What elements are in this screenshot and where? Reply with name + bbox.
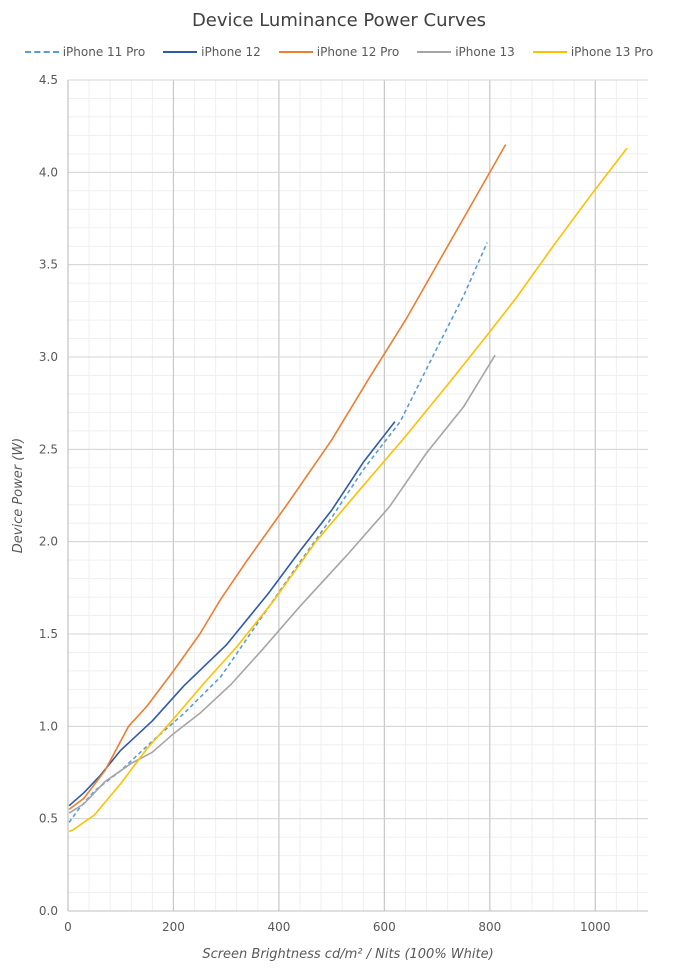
x-tick-label: 200: [162, 920, 185, 934]
x-tick-label: 0: [64, 920, 72, 934]
legend-item-iphone-12-pro: iPhone 12 Pro: [278, 45, 400, 59]
x-tick-label: 400: [267, 920, 290, 934]
x-axis-title: Screen Brightness cd/m² / Nits (100% Whi…: [202, 947, 493, 962]
legend-swatch: [24, 51, 59, 53]
legend-swatch: [417, 51, 452, 53]
legend-item-iphone-12: iPhone 12: [163, 45, 261, 59]
y-tick-label: 1.5: [39, 627, 58, 641]
series-line-iphone-12-pro: [68, 144, 507, 811]
y-tick-label: 0.0: [39, 904, 58, 918]
y-tick-label: 2.0: [39, 535, 58, 549]
chart-title: Device Luminance Power Curves: [191, 10, 487, 31]
legend-label: iPhone 12: [201, 45, 261, 59]
legend-swatch: [278, 51, 313, 53]
y-tick-label: 4.5: [39, 73, 58, 87]
series-line-iphone-13: [68, 354, 496, 814]
series-line-iphone-11-pro: [68, 242, 488, 823]
y-axis-title: Device Power (W): [11, 438, 26, 554]
legend-item-iphone-13-pro: iPhone 13 Pro: [532, 45, 654, 59]
legend-swatch: [163, 51, 198, 53]
x-tick-label: 1000: [580, 920, 611, 934]
legend-swatch: [532, 51, 567, 53]
y-tick-label: 2.5: [39, 442, 58, 456]
y-tick-label: 1.0: [39, 719, 58, 733]
chart-legend: iPhone 11 Pro iPhone 12 iPhone 12 Pro iP…: [0, 45, 678, 59]
legend-label: iPhone 11 Pro: [62, 45, 146, 59]
legend-label: iPhone 12 Pro: [316, 45, 400, 59]
legend-item-iphone-13: iPhone 13: [417, 45, 515, 59]
y-tick-label: 3.5: [39, 258, 58, 272]
y-tick-label: 4.0: [39, 165, 58, 179]
y-tick-label: 0.5: [39, 812, 58, 826]
x-tick-label: 800: [478, 920, 501, 934]
y-tick-label: 3.0: [39, 350, 58, 364]
legend-label: iPhone 13: [455, 45, 515, 59]
x-tick-label: 600: [373, 920, 396, 934]
series-line-iphone-12: [68, 421, 396, 807]
legend-label: iPhone 13 Pro: [570, 45, 654, 59]
legend-item-iphone-11-pro: iPhone 11 Pro: [24, 45, 146, 59]
series-line-iphone-13-pro: [68, 147, 628, 833]
